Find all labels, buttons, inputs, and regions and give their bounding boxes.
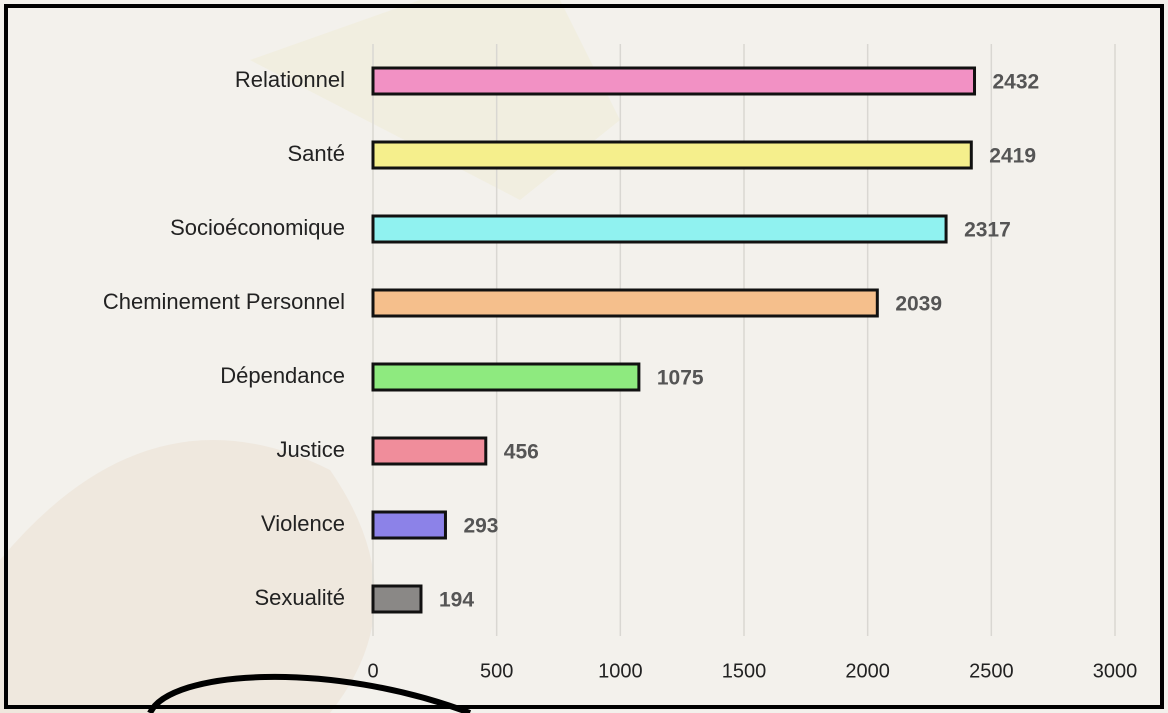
value-label: 293 [463, 515, 498, 538]
y-tick-label: Justice [277, 437, 345, 462]
y-tick-label: Socioéconomique [170, 215, 345, 240]
y-tick-label: Relationnel [235, 67, 345, 92]
x-tick-label: 500 [480, 660, 513, 682]
bar [371, 140, 973, 170]
x-tick-label: 0 [367, 660, 378, 682]
x-tick-label: 3000 [1093, 660, 1138, 682]
value-label: 1075 [657, 367, 704, 390]
y-tick-label: Santé [288, 141, 346, 166]
decoration [0, 440, 375, 713]
x-tick-label: 1000 [598, 660, 643, 682]
bar [371, 214, 948, 244]
value-label: 2432 [993, 71, 1040, 94]
value-label: 194 [439, 589, 474, 612]
x-tick-label: 2000 [845, 660, 890, 682]
value-label: 2317 [964, 219, 1011, 242]
decoration [147, 673, 472, 713]
y-tick-label: Violence [261, 511, 345, 536]
x-tick-label: 2500 [969, 660, 1014, 682]
y-tick-label: Dépendance [220, 363, 345, 388]
value-label: 2039 [895, 293, 942, 316]
frame [4, 4, 1164, 709]
bar [371, 66, 977, 96]
bar [371, 584, 423, 614]
plot: 0 500 1000 1500 2000 2500 3000 Relationnel 2432 S… [103, 66, 1138, 682]
y-tick-label: Cheminement Personnel [103, 289, 345, 314]
value-label: 2419 [989, 145, 1036, 168]
bar [371, 436, 488, 466]
bar [371, 510, 447, 540]
y-tick-label: Sexualité [254, 585, 345, 610]
x-tick-label: 1500 [722, 660, 767, 682]
value-label: 456 [504, 441, 539, 464]
bar [371, 362, 641, 392]
bar [371, 288, 879, 318]
